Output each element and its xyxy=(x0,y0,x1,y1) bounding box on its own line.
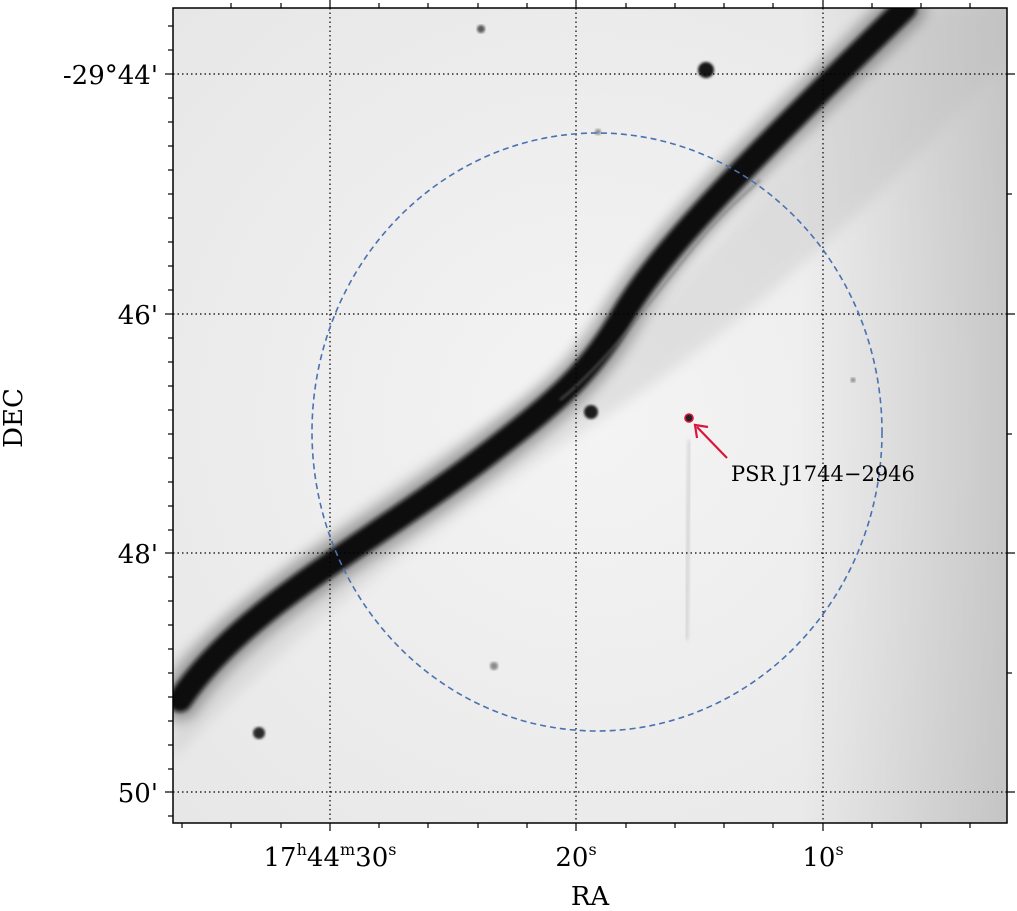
x-axis-label: RA xyxy=(571,882,611,911)
filament-thread xyxy=(559,178,762,402)
ra-tick-label-10s: 10s xyxy=(802,840,843,873)
coordinate-grid xyxy=(173,8,1007,823)
source-blob xyxy=(850,377,856,383)
pulsar-arrowhead xyxy=(693,423,709,439)
axis-ticks xyxy=(165,0,1015,831)
plot-frame xyxy=(172,7,1008,824)
pulsar-source xyxy=(685,414,693,422)
radio-filament xyxy=(173,8,917,712)
pulsar-arrow xyxy=(696,426,728,459)
ra-tick-label-20s: 20s xyxy=(555,840,596,873)
dec-tick-label-46: 46' xyxy=(118,301,158,331)
source-blob xyxy=(253,727,265,739)
source-blob xyxy=(477,25,485,33)
pulsar-annotation: PSR J1744−2946 xyxy=(693,423,915,486)
source-blob xyxy=(698,62,714,78)
dec-tick-label-48: 48' xyxy=(118,540,158,570)
pulsar-marker xyxy=(684,413,694,423)
field-circle xyxy=(311,132,883,732)
faint-streak xyxy=(684,439,692,641)
pulsar-label: PSR J1744−2946 xyxy=(731,462,915,486)
source-blob xyxy=(595,129,601,135)
source-blob xyxy=(490,662,498,670)
dec-tick-label-44: -29°44' xyxy=(63,61,158,91)
dec-tick-label-50: 50' xyxy=(118,779,158,809)
y-axis-label: DEC xyxy=(0,388,29,448)
sky-image xyxy=(173,8,1007,823)
source-blob xyxy=(584,405,598,419)
ra-tick-label-30s: 17h44m30s xyxy=(264,840,397,873)
